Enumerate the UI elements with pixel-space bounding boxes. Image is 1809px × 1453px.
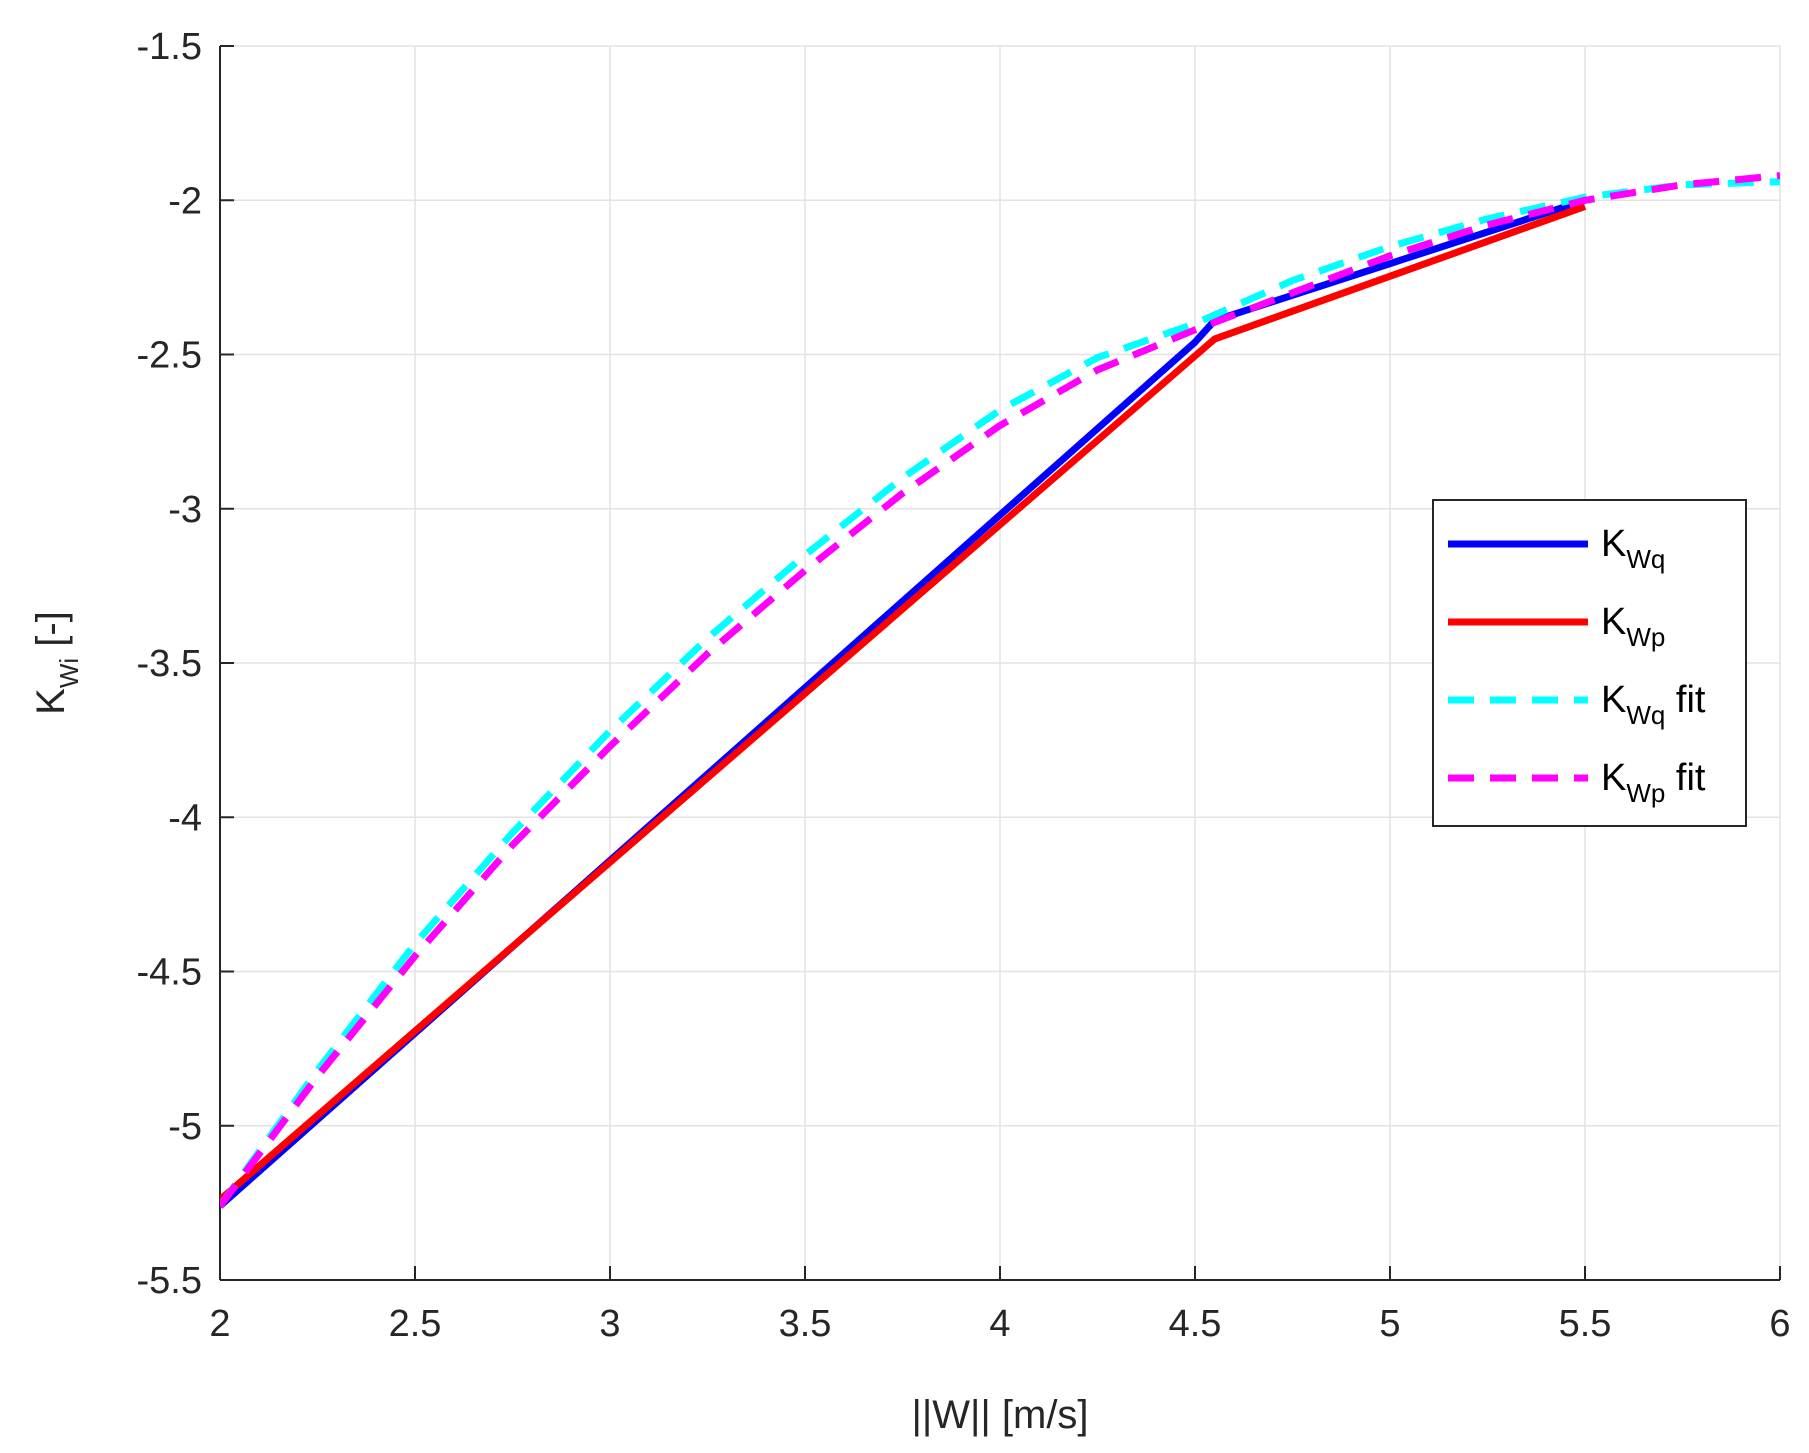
x-tick-label: 5	[1379, 1303, 1400, 1345]
x-tick-label: 4.5	[1169, 1303, 1222, 1345]
svg-text:KWi [-]: KWi [-]	[29, 611, 84, 715]
y-axis-title: KWi [-]	[29, 611, 84, 715]
x-tick-label: 2.5	[389, 1303, 442, 1345]
y-tick-label: -3.5	[137, 643, 202, 685]
y-tick-label: -4.5	[137, 952, 202, 994]
y-tick-label: -1.5	[137, 26, 202, 68]
legend-box	[1432, 499, 1747, 827]
series-line-k-wp-fit	[220, 172, 1780, 1209]
legend-label-kwq-fit-suffix: fit	[1665, 679, 1706, 721]
y-axis-title-sub: Wi	[54, 658, 84, 688]
legend-label-kwp-sub: Wp	[1626, 622, 1665, 652]
axes	[219, 45, 1781, 1281]
legend-label-kwq-main: K	[1601, 523, 1626, 565]
legend-label-kwp-fit-main: K	[1601, 757, 1626, 799]
y-axis-title-main: K	[29, 688, 73, 715]
y-tick-label: -3	[168, 489, 202, 531]
x-tick-label: 3	[599, 1303, 620, 1345]
series-line-k-wq-fit	[220, 178, 1780, 1209]
legend: KWq KWp KWq fit KWp fit	[1432, 499, 1747, 827]
legend-entry-kwp-fit[interactable]: KWp fit	[1448, 757, 1706, 808]
y-tick-label: -5	[168, 1106, 202, 1148]
series-line-k-wp	[220, 203, 1587, 1203]
legend-label-kwp-fit-suffix: fit	[1665, 757, 1706, 799]
series-lines	[220, 172, 1780, 1209]
x-axis-title: ||W|| [m/s]	[911, 1393, 1088, 1437]
legend-label-kwq-sub: Wq	[1626, 544, 1665, 574]
svg-text:KWp: KWp	[1601, 601, 1665, 652]
y-tick-label: -5.5	[137, 1260, 202, 1302]
x-tick-label: 5.5	[1559, 1303, 1612, 1345]
y-tick-label: -2	[168, 180, 202, 222]
svg-text:KWp fit: KWp fit	[1601, 757, 1706, 808]
tick-labels: 2 2.5 3 3.5 4 4.5 5 5.5 6 -1.5 -2 -2.5 -3 -3.5 -4 -4.5 -…	[137, 26, 1791, 1345]
svg-text:KWq: KWq	[1601, 523, 1665, 574]
legend-entry-kwq-fit[interactable]: KWq fit	[1448, 679, 1706, 730]
x-tick-label: 2	[209, 1303, 230, 1345]
legend-label-kwq-fit-sub: Wq	[1626, 700, 1665, 730]
legend-label-kwp-main: K	[1601, 601, 1626, 643]
x-tick-label: 6	[1769, 1303, 1790, 1345]
y-tick-label: -2.5	[137, 335, 202, 377]
legend-label-kwq-fit-main: K	[1601, 679, 1626, 721]
svg-text:KWq fit: KWq fit	[1601, 679, 1706, 730]
x-tick-label: 4	[989, 1303, 1010, 1345]
legend-entry-kwq[interactable]: KWq	[1448, 523, 1665, 574]
y-axis-title-suffix: [-]	[29, 611, 73, 658]
legend-label-kwp-fit-sub: Wp	[1626, 778, 1665, 808]
legend-entry-kwp[interactable]: KWp	[1448, 601, 1665, 652]
x-tick-label: 3.5	[779, 1303, 832, 1345]
y-tick-label: -4	[168, 797, 202, 839]
